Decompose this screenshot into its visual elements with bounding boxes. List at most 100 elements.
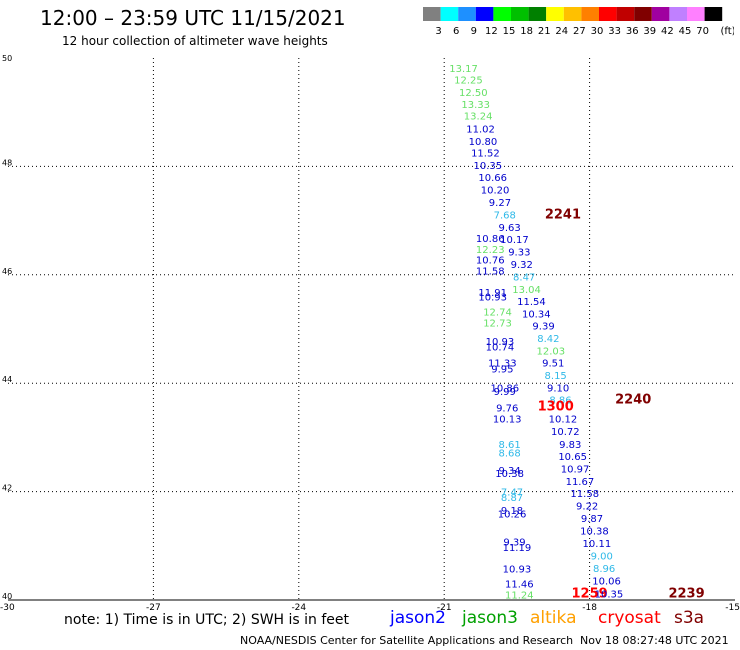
wave-height-label: 11.24 [505,591,534,602]
wave-height-label: 10.20 [481,186,510,197]
scale-swatch [511,7,529,21]
wave-height-label: 10.35 [473,161,502,172]
pass-time-label: 1259 [572,586,608,601]
scale-label: 33 [608,26,621,36]
credit-text: NOAA/NESDIS Center for Satellite Applica… [240,634,574,647]
wave-height-label: 8.87 [501,493,523,504]
wave-height-label: 9.18 [501,506,523,517]
scale-swatch [475,7,494,21]
wave-height-label: 10.86 [490,384,519,395]
wave-height-label: 10.17 [500,235,529,246]
issued-timestamp: Nov 18 08:27:48 UTC 2021 [580,634,729,647]
wave-height-label: 9.39 [503,537,525,548]
footer-note: note: 1) Time is in UTC; 2) SWH is in fe… [64,612,350,628]
wave-height-label: 9.76 [496,404,518,415]
wave-height-label: 10.76 [476,256,505,267]
scale-label: 21 [538,26,551,36]
scale-label: 3 [435,26,441,36]
y-tick-label: 44 [2,375,12,384]
scale-label: 24 [555,26,568,36]
wave-height-label: 10.93 [478,292,507,303]
wave-height-label: 10.38 [495,469,524,480]
wave-height-label: 10.97 [561,464,590,475]
pass-time-label: 2240 [615,392,651,407]
wave-height-label: 11.67 [566,477,595,488]
wave-height-label: 7.47 [501,488,523,499]
wave-height-label: 10.06 [592,576,621,587]
wave-height-label: 9.33 [508,247,530,258]
wave-height-label: 9.32 [511,260,533,271]
wave-height-label: 10.12 [549,414,578,425]
wave-height-label: 8.86 [549,395,571,406]
wave-height-label: 11.58 [570,489,599,500]
wave-height-label: 10.11 [583,539,612,550]
wave-height-label: 10.26 [498,509,527,520]
wave-height-label: 11.52 [471,148,500,159]
scale-label: 42 [661,26,674,36]
wave-height-label: 11.19 [503,543,532,554]
legend-jason2: jason2 [390,608,446,628]
wave-height-label: 10.80 [469,137,498,148]
scale-swatch [616,7,635,21]
wave-height-label: 9.63 [498,223,520,234]
wave-height-label: 13.24 [464,111,493,122]
wave-height-label: 9.39 [532,322,554,333]
y-tick-label: 48 [2,158,12,167]
scale-swatch [634,7,652,21]
wave-height-label: 12.03 [537,347,566,358]
y-tick-label: 46 [2,267,12,276]
wave-height-label: 9.27 [489,198,511,209]
wave-height-label: 10.13 [493,414,522,425]
wave-height-label: 8.96 [593,564,615,575]
wave-height-label: 9.00 [591,552,613,563]
scale-swatch [687,7,705,21]
x-tick-label: -30 [0,603,15,613]
x-tick-label: -21 [437,603,452,613]
scale-label: 18 [520,26,533,36]
scale-label: 45 [679,26,692,36]
legend-s3a: s3a [674,608,705,628]
wave-height-label: 11.54 [517,297,546,308]
wave-height-label: 12.23 [476,245,505,256]
scale-label: 70 [696,26,709,36]
wave-height-label: 9.10 [547,384,569,395]
scale-swatch [704,7,723,21]
x-tick-label: -24 [291,603,306,613]
wave-height-label: 10.66 [478,173,507,184]
scale-label: 39 [643,26,656,36]
scale-swatch [669,7,687,21]
x-tick-label: -18 [582,603,597,613]
scale-label: 30 [591,26,604,36]
wave-height-label: 12.73 [483,318,512,329]
scale-swatch [493,7,511,21]
wave-height-label: 11.46 [505,580,534,591]
wave-height-label: 10.34 [522,309,551,320]
wave-height-label: 11.91 [478,288,507,299]
chart-subtitle: 12 hour collection of altimeter wave hei… [62,34,328,48]
chart-title: 12:00 – 23:59 UTC 11/15/2021 [40,6,346,30]
x-tick-label: -27 [146,603,161,613]
wave-height-label: 8.68 [498,449,520,460]
wave-height-label: 11.02 [466,124,495,135]
wave-height-label: 7.68 [494,211,516,222]
wave-height-label: 10.74 [486,342,515,353]
legend-cryosat: cryosat [598,608,661,628]
wave-height-label: 9.87 [581,514,603,525]
wave-height-label: 8.61 [498,440,520,451]
wave-height-label: 11.58 [476,266,505,277]
wave-height-label: 13.33 [461,100,490,111]
scale-label: 9 [471,26,477,36]
scale-label: 6 [453,26,459,36]
wave-height-label: 11.33 [488,359,517,370]
pass-time-label: 2239 [668,586,704,601]
pass-time-label: 1300 [538,400,574,415]
scale-swatch [458,7,476,21]
wave-height-label: 13.04 [512,285,541,296]
scale-swatch [563,7,582,21]
wave-height-label: 10.65 [558,452,587,463]
scale-swatch [528,7,547,21]
scale-swatch [581,7,599,21]
wave-height-label: 9.83 [559,440,581,451]
